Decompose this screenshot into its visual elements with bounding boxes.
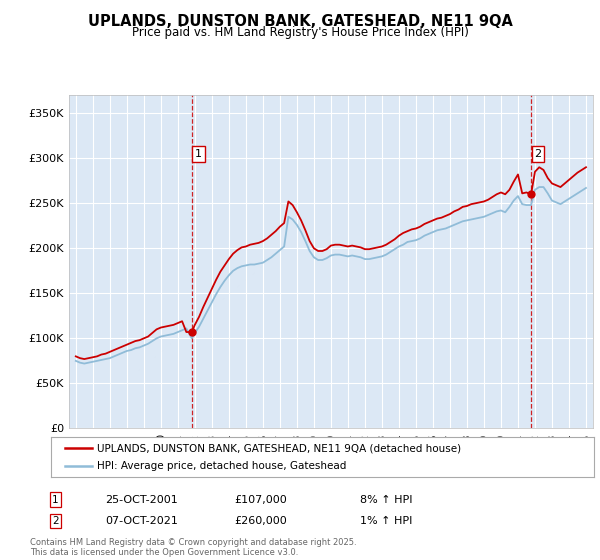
Text: UPLANDS, DUNSTON BANK, GATESHEAD, NE11 9QA: UPLANDS, DUNSTON BANK, GATESHEAD, NE11 9…: [88, 14, 512, 29]
Text: 07-OCT-2021: 07-OCT-2021: [105, 516, 178, 526]
Text: 2: 2: [535, 149, 541, 158]
Text: 1: 1: [52, 494, 59, 505]
Text: 2: 2: [52, 516, 59, 526]
Text: UPLANDS, DUNSTON BANK, GATESHEAD, NE11 9QA (detached house): UPLANDS, DUNSTON BANK, GATESHEAD, NE11 9…: [97, 443, 461, 453]
Text: 8% ↑ HPI: 8% ↑ HPI: [360, 494, 413, 505]
Text: 1: 1: [195, 149, 202, 158]
Text: 25-OCT-2001: 25-OCT-2001: [105, 494, 178, 505]
Text: Contains HM Land Registry data © Crown copyright and database right 2025.
This d: Contains HM Land Registry data © Crown c…: [30, 538, 356, 557]
Text: 1% ↑ HPI: 1% ↑ HPI: [360, 516, 412, 526]
Text: £260,000: £260,000: [234, 516, 287, 526]
Text: £107,000: £107,000: [234, 494, 287, 505]
Text: HPI: Average price, detached house, Gateshead: HPI: Average price, detached house, Gate…: [97, 461, 347, 471]
Text: Price paid vs. HM Land Registry's House Price Index (HPI): Price paid vs. HM Land Registry's House …: [131, 26, 469, 39]
